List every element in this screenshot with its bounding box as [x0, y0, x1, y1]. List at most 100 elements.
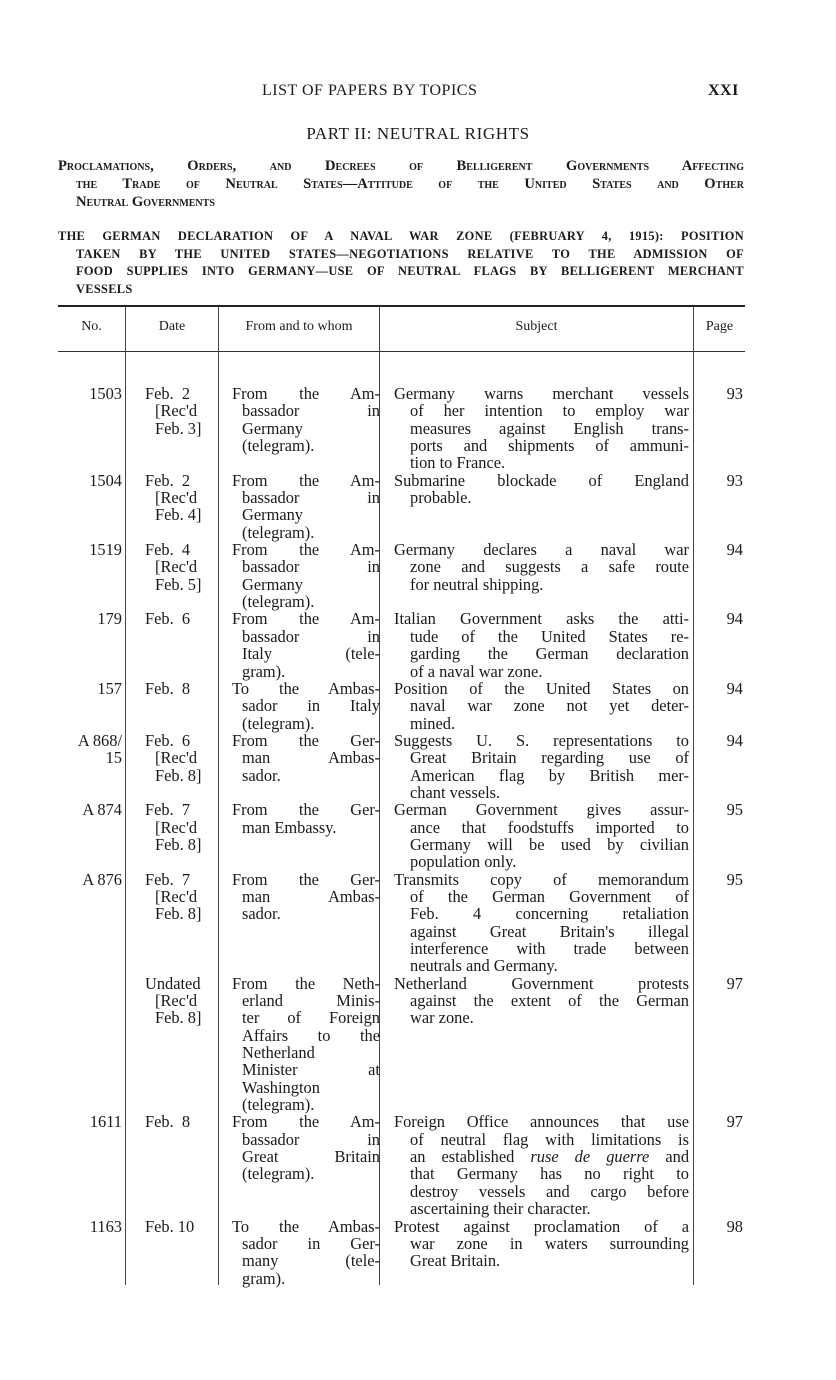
date-cell: Feb. 6 — [125, 610, 220, 679]
from-line: From the Ger- — [232, 800, 380, 820]
from-line: From the Ger- — [232, 730, 380, 750]
date-line: Feb. 7 — [145, 800, 191, 820]
date-line: [Rec'd — [155, 401, 198, 421]
from-line: From the Am- — [232, 540, 380, 560]
subject-line: Foreign Office announces that use — [394, 1112, 689, 1132]
from-cell: From the Am-bassador in Germany (telegram)… — [220, 540, 380, 612]
from-line: (telegram). — [242, 592, 315, 612]
date-cell: Feb. 2 [Rec'd Feb. 4] — [125, 470, 220, 541]
from-line: Washington — [242, 1077, 320, 1097]
from-line: Italy (tele- — [242, 644, 380, 664]
subject-line: tude of the United States re- — [410, 626, 689, 646]
subject-line: tion to France. — [410, 453, 506, 473]
from-line: To the Ambas- — [232, 1216, 380, 1236]
from-cell: From the Am-bassador in Great Britain (tel… — [220, 1113, 380, 1217]
no-line: 1519 — [89, 540, 122, 560]
table-body: 1503 Feb. 2 [Rec'd Feb. 3] From the Am-bassa… — [58, 385, 745, 1287]
subject-line: Great Britain regarding use of — [410, 748, 689, 768]
table-row: 1503 Feb. 2 [Rec'd Feb. 3] From the Am-bassa… — [58, 385, 745, 472]
table-row: 1611 Feb. 8 From the Am-bassador in Great B… — [58, 1113, 745, 1217]
from-line: To the Ambas- — [232, 678, 380, 698]
subject-line: ports and shipments of ammuni- — [410, 436, 689, 456]
subject-line: Germany declares a naval war — [394, 540, 689, 560]
subject-line: of her intention to employ war — [410, 401, 689, 421]
date-cell: Feb. 2 [Rec'd Feb. 3] — [125, 385, 220, 472]
subject-line: war zone. — [410, 1008, 474, 1028]
running-title: LIST OF PAPERS BY TOPICS — [262, 82, 478, 99]
from-cell: From the Ger-man Ambas-sador. — [220, 869, 380, 975]
topic-line: the Trade of Neutral States—Attitude of … — [76, 176, 744, 192]
date-cell: Feb. 8 — [125, 1113, 220, 1217]
date-line: [Rec'd — [155, 557, 198, 577]
subject-line: Germany warns merchant vessels — [394, 384, 689, 403]
table-row: Undated [Rec'd Feb. 8] From the Neth-erland… — [58, 973, 745, 1115]
date-line: [Rec'd — [155, 991, 198, 1011]
subject-line: Germany will be used by civilian — [410, 834, 689, 854]
from-cell: From the Ger-man Embassy. — [220, 801, 380, 870]
no-line: 179 — [97, 609, 122, 629]
date-line: Feb. 8] — [155, 765, 202, 785]
from-cell: From the Am-bassador in Italy (tele-gram)… — [220, 609, 380, 680]
date-line: [Rec'd — [155, 748, 198, 768]
from-line: erland Minis- — [242, 991, 380, 1011]
from-line: (telegram). — [242, 1095, 315, 1115]
page-cell: 97 — [726, 973, 743, 993]
from-line: sador. — [242, 765, 281, 785]
subject-line: measures against English trans- — [410, 418, 689, 438]
date-line: Feb. 3] — [155, 418, 202, 438]
from-line: From the Ger- — [232, 869, 380, 889]
from-line: From the Am- — [232, 384, 380, 403]
subject-line: against the extent of the German — [410, 991, 689, 1011]
page-cell: 93 — [726, 470, 743, 490]
table-row: 1519 Feb. 4 [Rec'd Feb. 5] From the Am-bassa… — [58, 540, 745, 612]
no-cell: 179 — [58, 610, 125, 679]
date-line: Feb. 8 — [145, 1112, 191, 1132]
from-line: gram). — [242, 1268, 286, 1288]
subject-line: Submarine blockade of England — [394, 470, 689, 490]
from-line: Germany — [242, 574, 303, 594]
no-cell — [58, 975, 125, 1114]
from-line: (telegram). — [242, 713, 315, 733]
no-cell: 157 — [58, 678, 125, 732]
date-line: Feb. 2 — [145, 470, 191, 490]
from-line: bassador in — [242, 1129, 380, 1149]
no-line: A 868/ — [77, 730, 122, 750]
from-line: Germany — [242, 418, 303, 438]
from-line: sador in Ger- — [242, 1233, 380, 1253]
subject-line: of neutral flag with limitations is — [410, 1129, 689, 1149]
from-cell: From the Neth-erland Minis-ter of Foreig… — [220, 973, 380, 1115]
subject-cell: Foreign Office announces that use of neut… — [380, 1113, 693, 1217]
page-cell: 94 — [726, 609, 743, 629]
subject-cell: Position of the United States on naval wa… — [380, 679, 693, 733]
date-cell: Undated [Rec'd Feb. 8] — [125, 974, 220, 1114]
no-line: A 874 — [82, 800, 122, 820]
from-line: From the Neth- — [232, 973, 380, 993]
date-line: Feb. 8] — [155, 1008, 202, 1028]
from-line: From the Am- — [232, 1112, 380, 1132]
subject-line: for neutral shipping. — [410, 574, 544, 594]
no-cell: 1163 — [58, 1217, 125, 1287]
subject-line: mined. — [410, 713, 456, 733]
from-line: From the Am- — [232, 609, 380, 629]
from-line: Germany — [242, 505, 303, 525]
date-line: [Rec'd — [155, 886, 198, 906]
no-line: 1611 — [89, 1112, 122, 1132]
header-page: Page — [705, 319, 734, 334]
header-no: No. — [81, 319, 102, 334]
subject-line: population only. — [410, 852, 517, 872]
page-cell: 98 — [726, 1216, 743, 1236]
subject-cell: Netherland Government protests against th… — [380, 974, 693, 1114]
date-line: Feb. 8] — [155, 904, 202, 924]
from-line: From the Am- — [232, 470, 380, 490]
part-title: PART II: NEUTRAL RIGHTS — [306, 124, 530, 143]
subject-line: garding the German declaration — [410, 644, 689, 664]
page-cell: 94 — [726, 730, 743, 750]
subject-line: an established ruse de guerre and — [410, 1147, 690, 1167]
subject-line: ascertaining their character. — [410, 1199, 591, 1219]
from-line: sador in Italy — [242, 696, 380, 716]
header-date: Date — [158, 319, 186, 334]
no-line: 157 — [97, 678, 122, 698]
subtopic-line: FOOD SUPPLIES INTO GERMANY—USE OF NEUTRA… — [76, 264, 744, 278]
date-line: Feb. 5] — [155, 574, 202, 594]
date-line: [Rec'd — [155, 817, 198, 837]
